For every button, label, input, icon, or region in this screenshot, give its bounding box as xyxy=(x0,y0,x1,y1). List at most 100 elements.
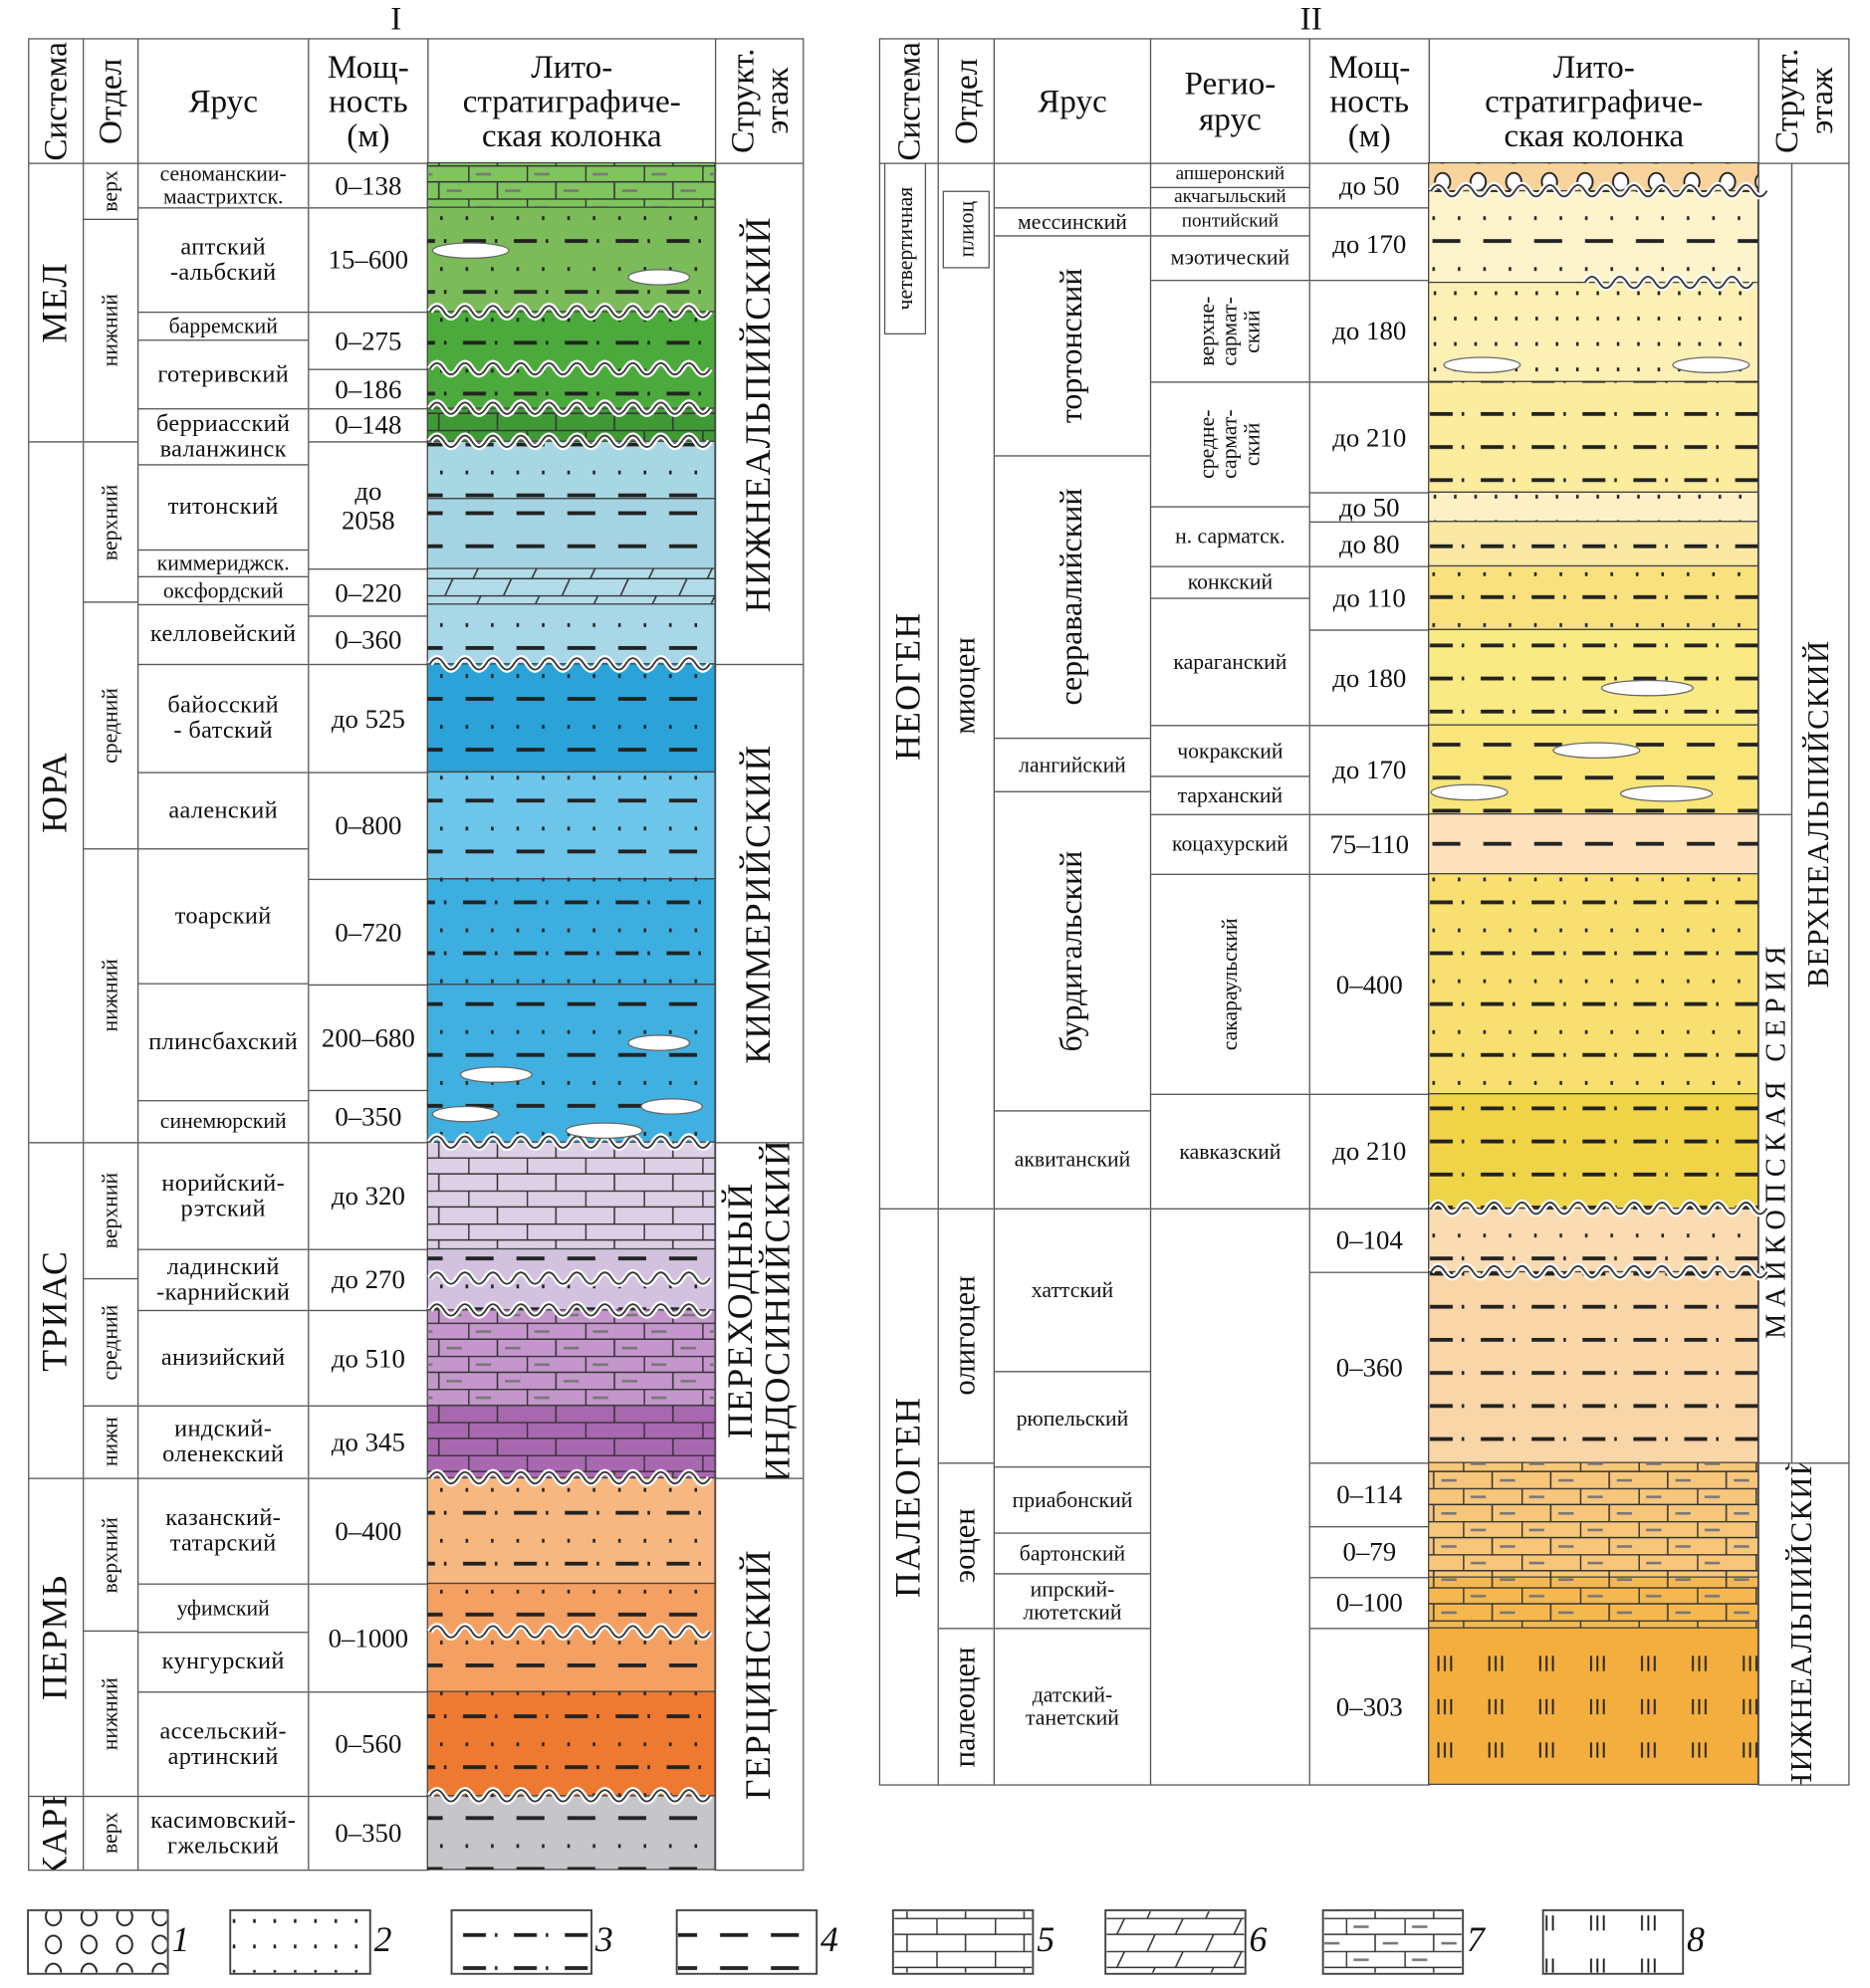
legend-number: 6 xyxy=(1249,1920,1268,1960)
header-stage: Ярус xyxy=(136,38,310,164)
stage-cell-text: барремский xyxy=(168,314,278,338)
series-cell: миоцен xyxy=(937,162,996,1210)
lithology-pattern-dotsdashdot xyxy=(1428,873,1758,1094)
stage-cell: готеривский xyxy=(136,339,310,410)
system-cell: ПЕРМЬ xyxy=(28,1477,85,1798)
stage-cell-text: бартонский xyxy=(1019,1540,1126,1566)
lens-icon xyxy=(565,1122,643,1140)
panel-title-left: I xyxy=(390,0,402,38)
thickness-cell-text: до 270 xyxy=(331,1264,405,1296)
lithology-pattern-dotsdashdot xyxy=(1428,565,1758,630)
thickness-cell: до 50 xyxy=(1308,492,1430,524)
legend-swatch-pattern-dashdot xyxy=(452,1911,590,1973)
lens-icon xyxy=(431,242,510,259)
stage-cell-text: казанский- татарский xyxy=(165,1504,282,1557)
stage-cell: рюпельский xyxy=(993,1371,1152,1468)
series-cell: эоцен xyxy=(937,1462,996,1630)
lens-icon xyxy=(627,1034,691,1051)
thickness-cell-text: до 345 xyxy=(331,1427,405,1458)
legend-number: 3 xyxy=(594,1920,613,1960)
series-cell-pliocene: плиоц xyxy=(942,190,990,269)
regional-stage-cell: средне- сармат- ский xyxy=(1149,381,1310,508)
thickness-cell-text: до 110 xyxy=(1332,582,1406,614)
thickness-cell-text: 0–1000 xyxy=(328,1623,409,1654)
header-stage: Ярус xyxy=(993,38,1152,164)
stage-cell-text: ладинский -карнийский xyxy=(156,1253,291,1306)
thickness-cell: 75–110 xyxy=(1308,813,1430,875)
stage-cell: датский- танетский xyxy=(993,1628,1152,1786)
regional-stage-cell: понтийский xyxy=(1149,207,1310,237)
stage-cell-text: рюпельский xyxy=(1016,1407,1129,1432)
legend-swatch-pattern-circles xyxy=(29,1911,167,1973)
lens-icon xyxy=(1552,742,1641,760)
regional-stage-cell-text: акчагыльский xyxy=(1174,186,1286,207)
stage-cell-text: хаттский xyxy=(1031,1277,1114,1302)
stage-cell-text: сеноманскии- маастрихтск. xyxy=(159,162,287,209)
regional-stage-cell-text: коцахурский xyxy=(1172,831,1288,856)
lithology-pattern-dotsdash xyxy=(427,603,715,664)
unconformity-wave xyxy=(429,1135,711,1149)
thickness-cell: до 270 xyxy=(308,1248,429,1312)
thickness-cell-text: до 50 xyxy=(1338,170,1400,201)
unconformity-wave xyxy=(1584,275,1754,290)
lens-icon xyxy=(1600,679,1695,697)
thickness-cell-text: до 2058 xyxy=(342,476,395,536)
thickness-cell-text: 0–303 xyxy=(1335,1691,1403,1722)
system-cell-quaternary: четвертичная xyxy=(883,162,927,334)
thickness-cell: 200–680 xyxy=(308,984,429,1092)
legend-number: 7 xyxy=(1467,1920,1485,1960)
header-regional-text: Регио- ярус xyxy=(1184,65,1277,137)
header-thickness-text: Мощ- ность (м) xyxy=(1328,47,1411,154)
stage-cell-text: касимовский- гжельский xyxy=(150,1806,297,1860)
stage-cell-text: титонский xyxy=(167,493,279,521)
stage-cell-text: келловейский xyxy=(149,620,297,648)
header-column: Лито- стратиграфиче- ская колонка xyxy=(1428,38,1759,164)
stage-cell: ааленский xyxy=(136,772,310,850)
unconformity-wave xyxy=(429,1789,711,1803)
thickness-cell: 0–186 xyxy=(308,368,429,410)
lithology-pattern-dash xyxy=(1428,725,1758,814)
thickness-cell: до 345 xyxy=(308,1405,429,1479)
unconformity-wave xyxy=(429,361,711,376)
header-thickness: Мощ- ность (м) xyxy=(1308,38,1430,164)
stage-cell: титонский xyxy=(136,464,310,552)
stage-cell: байосский - батский xyxy=(136,663,310,773)
legend-number: 4 xyxy=(820,1920,838,1960)
thickness-cell-text: до 525 xyxy=(331,703,405,735)
unconformity-wave xyxy=(1430,1202,1768,1215)
thickness-cell-text: 0–79 xyxy=(1342,1536,1397,1568)
thickness-cell-text: 0–400 xyxy=(335,1515,402,1547)
stage-cell-text: норийский- рэтский xyxy=(161,1169,286,1222)
thickness-cell: до 320 xyxy=(308,1142,429,1250)
series-cell: верх xyxy=(83,1795,139,1872)
lithology-pattern-circles xyxy=(1428,162,1758,191)
regional-stage-cell: конкский xyxy=(1149,565,1310,599)
stage-cell-text: индский- оленекский xyxy=(162,1415,285,1468)
stage-cell-text: берриасский валанжинск xyxy=(156,410,291,463)
lithology-pattern-marl xyxy=(1428,1577,1758,1629)
stage-cell: бартонский xyxy=(993,1532,1152,1575)
stage-cell: норийский- рэтский xyxy=(136,1142,310,1250)
thickness-cell-text: 0–560 xyxy=(335,1728,402,1760)
lithology-pattern-dotsdashdot xyxy=(1428,1208,1758,1272)
thickness-cell-text: 0–720 xyxy=(335,917,402,948)
thickness-cell-text: 75–110 xyxy=(1329,828,1410,860)
series-cell: олигоцен xyxy=(937,1208,996,1464)
regional-stage-cell-text: понтийский xyxy=(1181,210,1280,232)
system-cell: ПАЛЕОГЕН xyxy=(878,1208,939,1786)
lithology-pattern-dotsdash xyxy=(427,1795,715,1870)
header-column-text: Лито- стратиграфиче- ская колонка xyxy=(462,47,681,154)
stage-cell: синемюрский xyxy=(136,1100,310,1144)
legend-swatch-pattern-dash xyxy=(677,1911,816,1973)
stage-cell-text: плинсбахский xyxy=(148,1027,299,1055)
thickness-cell-text: 0–800 xyxy=(335,810,402,842)
thickness-cell: до 2058 xyxy=(308,441,429,570)
thickness-cell-text: 0–275 xyxy=(335,326,402,356)
thickness-cell-text: 0–360 xyxy=(335,624,402,656)
stage-cell-text: приабонский xyxy=(1012,1487,1133,1512)
lithology-pattern-dotsdashdot xyxy=(427,878,715,985)
stage-cell-text: оксфордский xyxy=(162,577,284,603)
stage-cell: берриасский валанжинск xyxy=(136,408,310,466)
thickness-cell: до 170 xyxy=(1308,207,1430,282)
